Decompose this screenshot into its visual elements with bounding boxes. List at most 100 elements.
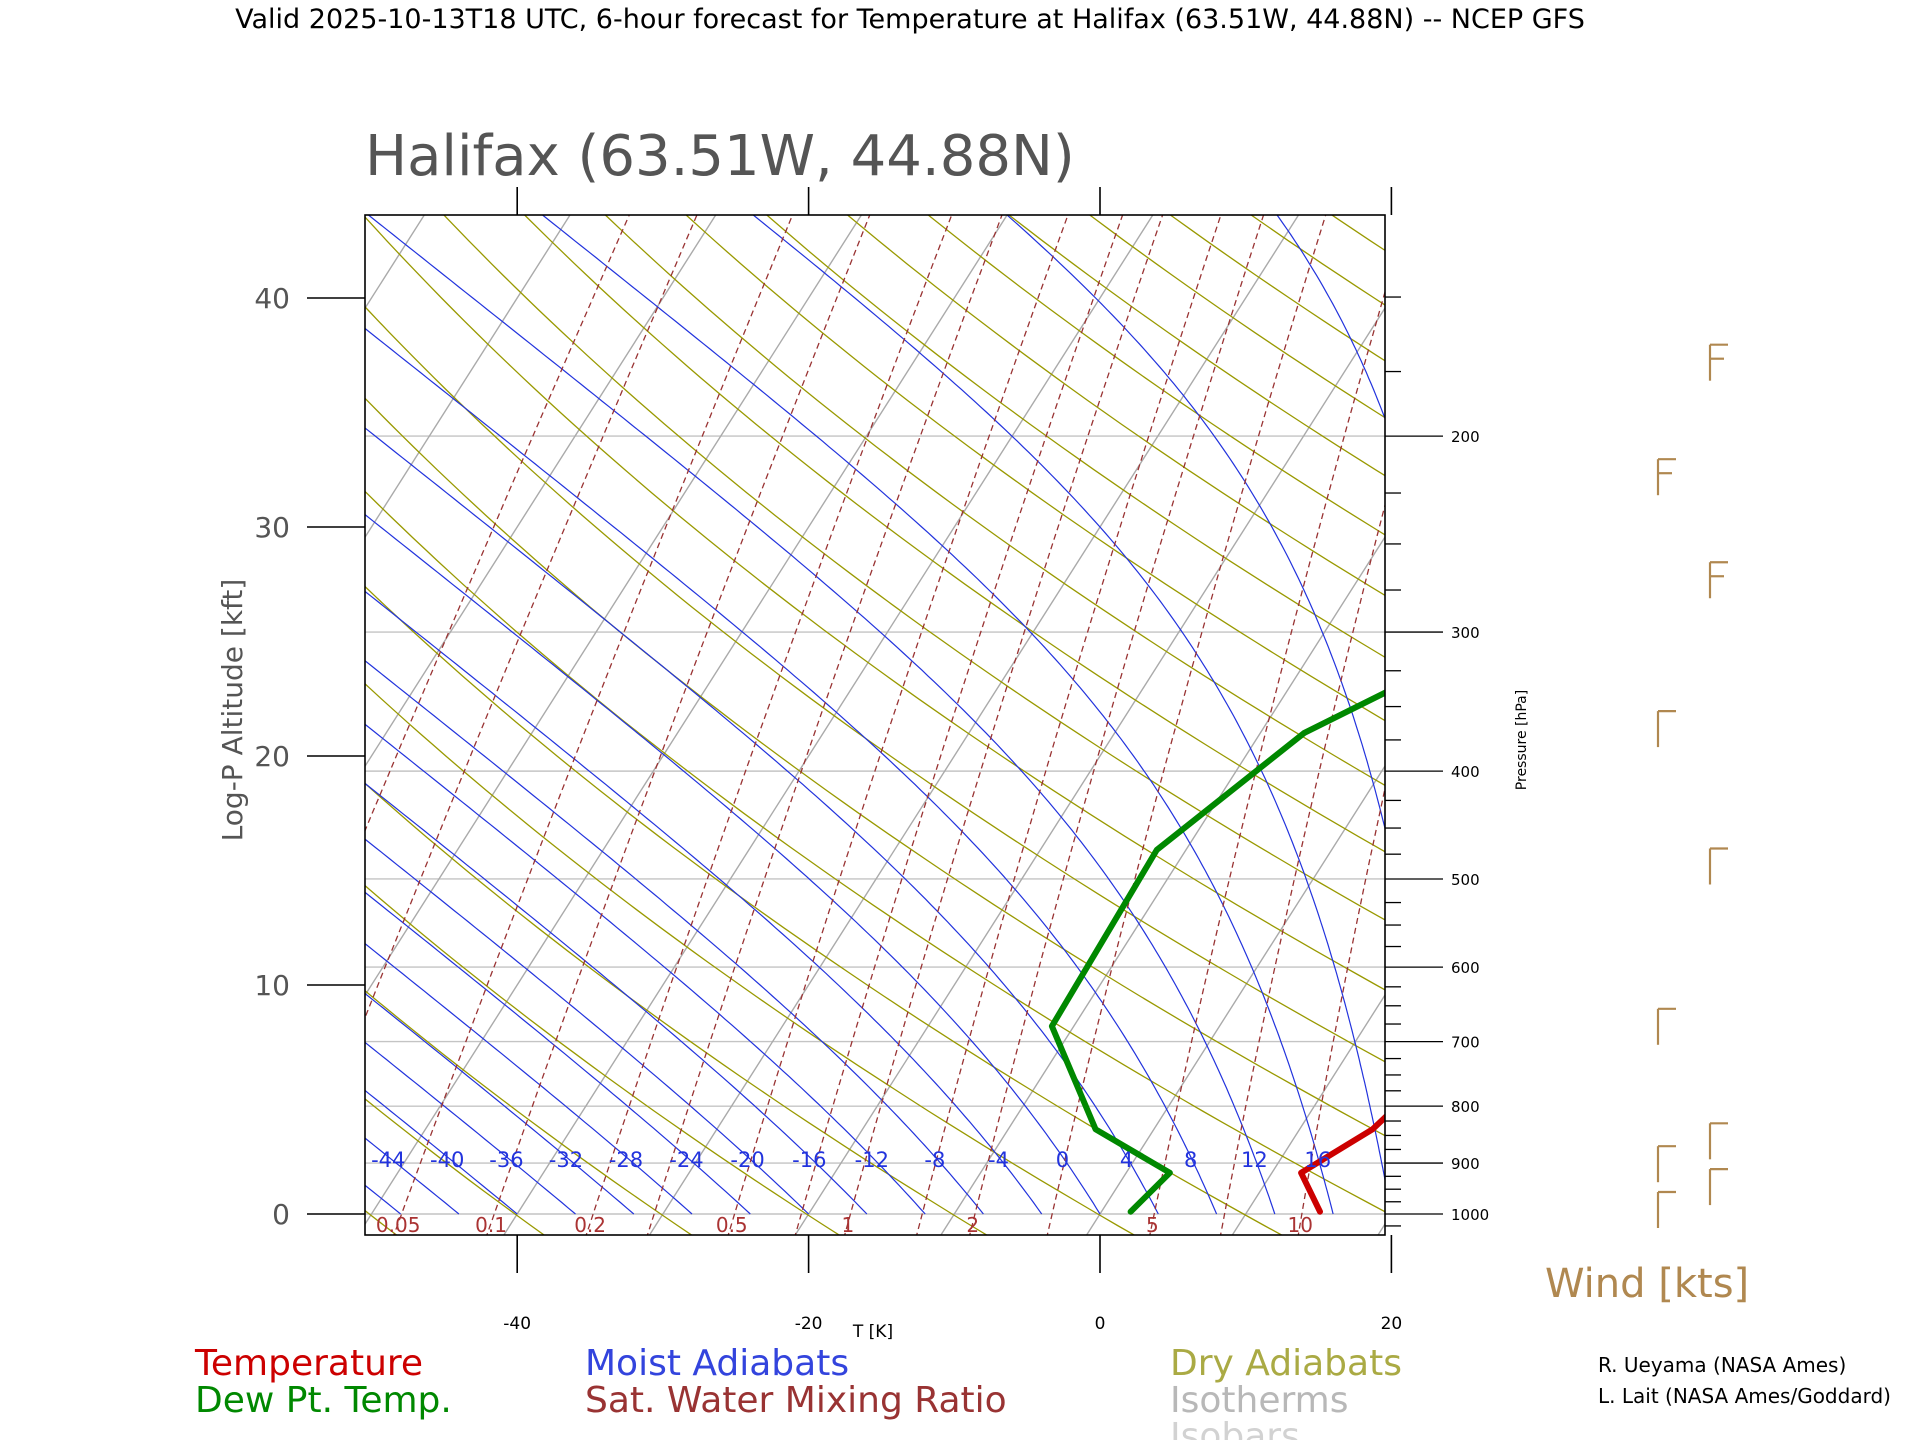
moist-adiabat-label: -12: [855, 1148, 889, 1172]
isotherm-line: [365, 215, 717, 768]
moist-adiabat-label: 4: [1120, 1148, 1133, 1172]
moist-adiabat-line: [365, 1184, 401, 1215]
isotherm-line: [940, 535, 1385, 1235]
pressure-tick-label: 900: [1451, 1155, 1480, 1173]
mixing-ratio-line: [916, 215, 1222, 1235]
x-tick-label: 0: [1095, 1314, 1106, 1334]
mixing-ratio-line: [1149, 289, 1385, 1235]
dry-adiabat-line: [365, 989, 693, 1235]
mixing-ratio-line: [646, 215, 1003, 1235]
mixing-ratio-line: [727, 215, 1069, 1235]
dry-adiabat-line: [365, 490, 1385, 1213]
temperature-line: [1298, 1113, 1385, 1215]
chart-title: Halifax (63.51W, 44.88N): [365, 124, 1075, 189]
moist-adiabat-line: [367, 215, 1276, 1215]
pressure-tick-label: 400: [1451, 763, 1480, 781]
dry-adiabat-line: [765, 215, 1385, 658]
pressure-tick-label: 600: [1451, 959, 1480, 977]
mixing-ratio-line: [1388, 195, 1602, 1248]
moist-adiabat-line: [365, 513, 1101, 1215]
moist-adiabat-line: [365, 942, 693, 1215]
pressure-tick-label: 200: [1451, 428, 1480, 446]
isotherm-line: [0, 184, 153, 1249]
y-tick-label: 0: [272, 1198, 290, 1231]
y-tick-label: 20: [254, 740, 290, 773]
x-tick-label: 20: [1381, 1314, 1403, 1334]
credits: R. Ueyama (NASA Ames) L. Lait (NASA Ames…: [1598, 1353, 1891, 1408]
page-header: Valid 2025-10-13T18 UTC, 6-hour forecast…: [235, 4, 1585, 35]
legend-isobars: Isobars: [1170, 1416, 1300, 1440]
isotherm-line: [1515, 184, 1920, 1249]
mixing-ratio-line: [844, 215, 1164, 1235]
moist-adiabat-label: -4: [988, 1148, 1009, 1172]
dry-adiabat-line: [365, 884, 841, 1235]
mixing-ratio-line: [1554, 195, 1730, 1248]
wind-barbs: [1656, 343, 1728, 1228]
sounding-series: [1048, 689, 1385, 1215]
moist-adiabat-label: -44: [371, 1148, 405, 1172]
dry-adiabat-line: [365, 1209, 398, 1235]
dry-adiabat-line: [685, 215, 1385, 722]
dry-adiabat-line: [846, 215, 1385, 597]
moist-adiabat-label: -24: [669, 1148, 703, 1172]
moist-adiabat-line: [1625, 184, 1651, 1215]
pressure-tick-label: 1000: [1451, 1206, 1489, 1224]
mixing-ratio-line: [1456, 195, 1655, 1248]
moist-adiabat-label: 0: [1056, 1148, 1069, 1172]
moist-adiabat-line: [0, 184, 342, 1215]
mixing-ratio-label: 0.2: [574, 1213, 606, 1237]
mixing-ratio-line: [969, 215, 1265, 1235]
legend-mixing-ratio: Sat. Water Mixing Ratio: [585, 1380, 1007, 1421]
mixing-ratio-label: 2: [966, 1213, 979, 1237]
mixing-ratio-line: [486, 215, 871, 1235]
mixing-ratio-label: 0.1: [475, 1213, 507, 1237]
dry-adiabat-line: [1365, 184, 1920, 1249]
moist-adiabat-label: -16: [792, 1148, 826, 1172]
mixing-ratio-label: 10: [1288, 1213, 1313, 1237]
dry-adiabat-line: [1330, 215, 1385, 252]
moist-adiabat-line: [541, 215, 1334, 1215]
mixing-ratio-label: 0.05: [376, 1213, 421, 1237]
mixing-ratio-label: 0.5: [716, 1213, 748, 1237]
moist-adiabat-label: -28: [609, 1148, 643, 1172]
moist-adiabat-line: [1276, 215, 1385, 421]
dry-adiabat-line: [365, 585, 1283, 1235]
credit-line-1: R. Ueyama (NASA Ames): [1598, 1353, 1846, 1377]
moist-adiabat-label: -8: [924, 1148, 945, 1172]
isotherm-line: [648, 215, 1300, 1235]
moist-adiabat-line: [365, 659, 984, 1215]
mixing-ratio-line: [794, 215, 1124, 1235]
y-tick-label: 30: [254, 511, 290, 544]
isotherm-line: [365, 215, 1008, 1226]
mixing-ratio-line: [585, 215, 953, 1235]
isotherm-line: [794, 306, 1385, 1235]
x-tick-label: -40: [503, 1314, 531, 1334]
isotherm-line: [0, 184, 7, 1249]
isotherm-line: [0, 184, 299, 1249]
dry-adiabat-line: [365, 1098, 546, 1235]
legend-temperature: Temperature: [194, 1343, 423, 1384]
plot-frame: [364, 214, 1386, 1236]
mixing-ratio-label: 1: [842, 1213, 855, 1237]
moist-adiabat-label: -40: [430, 1148, 464, 1172]
legend: Temperature Dew Pt. Temp. Moist Adiabats…: [194, 1343, 1402, 1440]
dry-adiabat-line: [365, 682, 1136, 1235]
legend-dry-adiabats: Dry Adiabats: [1170, 1343, 1402, 1384]
moist-adiabat-line: [1006, 215, 1385, 831]
dry-adiabat-line: [523, 215, 1385, 853]
moist-adiabat-line: [365, 427, 1159, 1215]
y-tick-label: 40: [254, 282, 290, 315]
dry-adiabat-line: [1088, 215, 1385, 419]
y-axis-label: Log-P Altitude [kft]: [216, 579, 249, 842]
dry-adiabat-line: [365, 782, 988, 1235]
pressure-tick-label: 800: [1451, 1098, 1480, 1116]
moist-adiabat-label: 12: [1241, 1148, 1268, 1172]
pressure-axis-label: Pressure [hPa]: [1514, 690, 1530, 790]
moist-adiabat-line: [365, 838, 810, 1215]
isotherm-line: [365, 215, 863, 997]
moist-adiabat-line: [365, 891, 751, 1215]
dry-adiabat-line: [1250, 215, 1385, 306]
moist-adiabat-label: 16: [1304, 1148, 1331, 1172]
dry-adiabat-line: [1603, 184, 1920, 1249]
mixing-ratio-line: [365, 215, 630, 833]
